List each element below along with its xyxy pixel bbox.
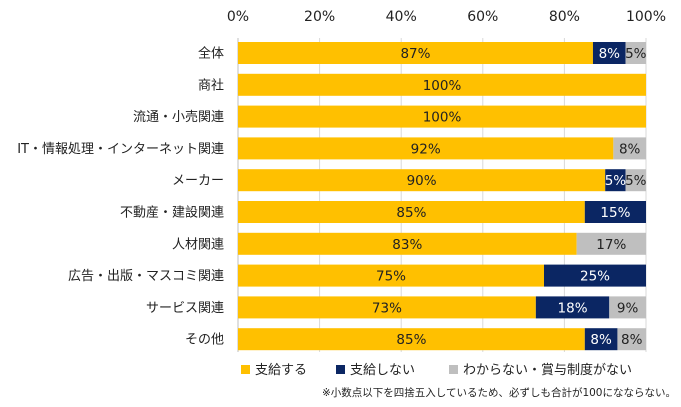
- bar-segment: [238, 328, 585, 351]
- category-label: 流通・小売関連: [133, 109, 224, 125]
- legend-label: 支給しない: [350, 363, 415, 378]
- x-tick-label: 0%: [227, 9, 249, 25]
- bar-segment: [617, 328, 646, 351]
- data-label: 18%: [558, 300, 588, 316]
- legend-swatch: [241, 365, 250, 374]
- x-tick-label: 40%: [386, 9, 417, 25]
- category-label: 広告・出版・マスコミ関連: [68, 269, 224, 284]
- data-label: 5%: [625, 173, 647, 189]
- data-label: 9%: [617, 300, 639, 316]
- category-label: IT・情報処理・インターネット関連: [17, 142, 224, 157]
- data-label: 83%: [392, 237, 422, 253]
- category-label: 不動産・建設関連: [120, 205, 224, 221]
- x-axis-ticks: 0% 20% 40% 60% 80% 100%: [227, 9, 666, 25]
- x-tick-label: 80%: [549, 9, 580, 25]
- bars: [238, 42, 646, 351]
- data-label: 15%: [600, 205, 630, 221]
- category-label: 人材関連: [172, 237, 224, 252]
- bar-segment: [238, 73, 646, 96]
- bar-segment: [238, 105, 646, 128]
- data-label: 90%: [407, 173, 437, 189]
- bar-segment: [625, 169, 646, 192]
- bar-segment: [613, 137, 646, 160]
- bar-segment: [238, 264, 544, 287]
- bar-segment: [576, 232, 646, 255]
- data-label: 8%: [590, 332, 612, 348]
- data-labels: 87% 8% 5%100%100%92% 8%90% 5%5%85% 15%83% 17%7…: [372, 46, 647, 348]
- bar-segment: [609, 296, 646, 319]
- bar-segment: [238, 201, 585, 223]
- footnote: ※小数点以下を四捨五入しているため、必ずしも合計が100になならない。: [322, 386, 676, 399]
- data-label: 8%: [621, 332, 643, 348]
- data-label: 25%: [580, 269, 610, 285]
- bar-segment: [592, 42, 626, 64]
- bar-segment: [625, 42, 646, 64]
- data-label: 8%: [619, 141, 641, 157]
- category-label: サービス関連: [146, 301, 224, 316]
- bar-segment: [535, 296, 610, 319]
- category-label: その他: [185, 333, 224, 348]
- data-label: 100%: [423, 78, 462, 94]
- legend-label: わからない・賞与制度がない: [463, 362, 632, 378]
- bar-segment: [544, 264, 646, 287]
- legend-label: 支給する: [255, 363, 307, 378]
- bar-segment: [238, 42, 593, 64]
- bar-segment: [238, 296, 536, 319]
- data-label: 100%: [423, 110, 462, 126]
- data-label: 92%: [411, 141, 441, 157]
- category-label: 全体: [198, 46, 224, 62]
- data-label: 8%: [599, 46, 621, 62]
- legend-swatch: [449, 365, 458, 374]
- data-label: 5%: [625, 46, 647, 62]
- bar-segment: [238, 169, 606, 192]
- data-label: 85%: [396, 332, 426, 348]
- data-label: 85%: [396, 205, 426, 221]
- data-label: 73%: [372, 300, 402, 316]
- legend: 支給する 支給しない わからない・賞与制度がない: [241, 362, 632, 378]
- category-label: メーカー: [172, 174, 224, 189]
- data-label: 17%: [596, 237, 626, 253]
- bar-segment: [238, 137, 614, 160]
- bar-segment: [605, 169, 626, 192]
- x-tick-label: 60%: [467, 9, 498, 25]
- bar-segment: [238, 232, 577, 255]
- x-tick-label: 20%: [304, 9, 335, 25]
- category-label: 商社: [198, 77, 224, 93]
- bar-segment: [584, 201, 646, 223]
- data-label: 87%: [400, 46, 430, 62]
- legend-swatch: [336, 365, 345, 374]
- bar-segment: [584, 328, 618, 351]
- x-tick-label: 100%: [626, 9, 666, 25]
- data-label: 5%: [605, 173, 627, 189]
- data-label: 75%: [376, 269, 406, 285]
